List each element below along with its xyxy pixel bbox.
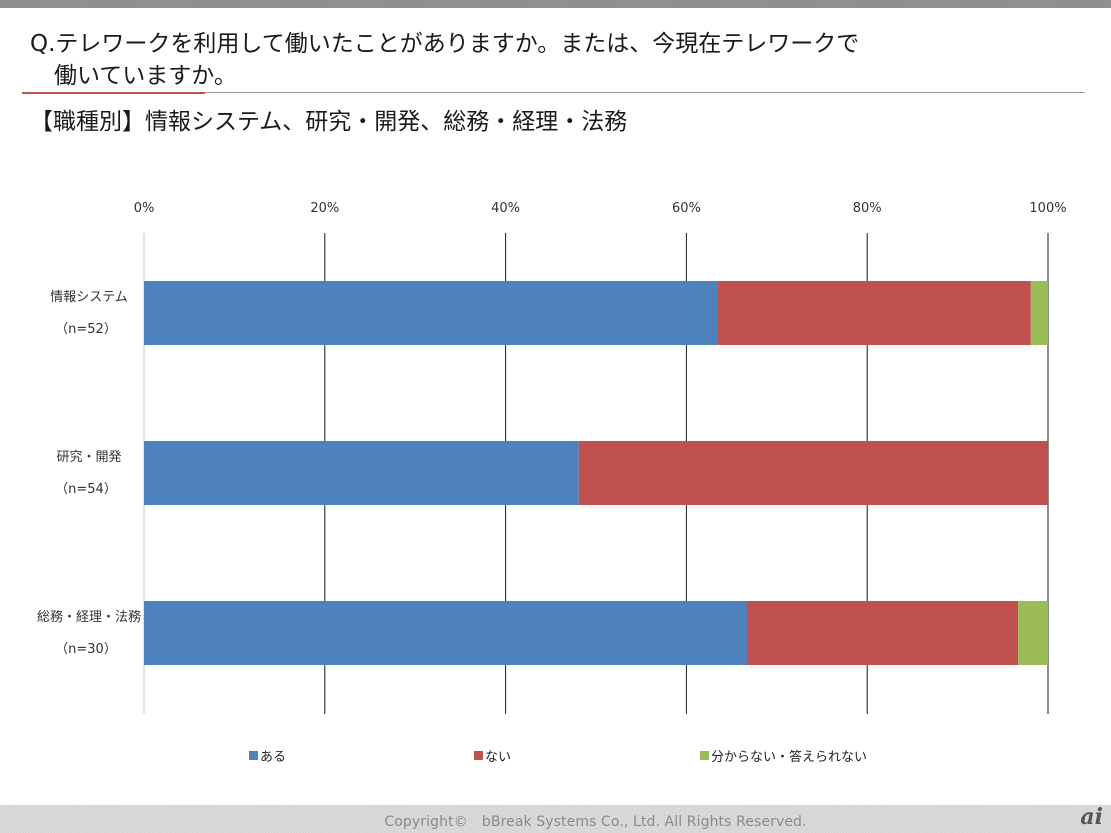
footer: Copyright© bBreak Systems Co., Ltd. All …	[0, 805, 1111, 833]
ai-logo: ai	[1080, 804, 1103, 830]
legend-label-aru: ある	[260, 750, 287, 765]
question-line-1: Q.テレワークを利用して働いたことがありますか。または、今現在テレワークで	[30, 31, 860, 57]
bar-segment-1-1	[578, 441, 1048, 505]
top-bar	[0, 0, 1111, 8]
x-tick-label-3: 60%	[672, 201, 701, 216]
bar-segment-2-2	[1018, 601, 1048, 665]
category-label-0: 情報システム	[50, 290, 128, 305]
x-tick-label-2: 40%	[491, 201, 520, 216]
bar-segment-2-1	[746, 601, 1019, 665]
x-tick-label-0: 0%	[134, 201, 155, 216]
legend-swatch-unknown	[700, 751, 709, 760]
question-line-2: 働いていますか。	[54, 63, 237, 89]
title-divider	[22, 92, 1085, 93]
category-label-1: 研究・開発	[56, 450, 121, 465]
bar-segment-0-1	[718, 281, 1031, 345]
category-n-label-2: （n=30）	[55, 642, 117, 657]
x-tick-label-5: 100%	[1029, 201, 1066, 216]
category-n-label-1: （n=54）	[55, 482, 117, 497]
category-n-label-0: （n=52）	[55, 322, 117, 337]
bar-segment-2-0	[144, 601, 747, 665]
x-tick-label-1: 20%	[310, 201, 339, 216]
legend-item-nai: ない	[474, 746, 511, 765]
bar-segment-0-0	[144, 281, 719, 345]
legend-item-unknown: 分からない・答えられない	[700, 746, 867, 765]
stacked-bar-chart: 0% 20% 40% 60% 80% 100% 情報システム （n=52） 研究・開発 （n=54…	[37, 201, 1067, 714]
chart-subtitle: 【職種別】情報システム、研究・開発、総務・経理・法務	[30, 109, 628, 135]
legend-label-nai: ない	[485, 750, 512, 765]
legend-swatch-aru	[249, 751, 258, 760]
legend-item-aru: ある	[249, 746, 286, 765]
title-accent-line	[22, 92, 205, 94]
copyright-text: Copyright© bBreak Systems Co., Ltd. All …	[384, 814, 807, 830]
legend-swatch-nai	[474, 751, 483, 760]
chart-legend: ある ない 分からない・答えられない	[0, 746, 1111, 768]
question-title: Q.テレワークを利用して働いたことがありますか。または、今現在テレワークで 働い…	[30, 28, 1080, 92]
bar-segment-1-0	[144, 441, 579, 505]
x-tick-label-4: 80%	[853, 201, 882, 216]
bar-segment-0-2	[1030, 281, 1048, 345]
category-label-2: 総務・経理・法務	[37, 610, 141, 625]
legend-label-unknown: 分からない・答えられない	[711, 750, 868, 765]
